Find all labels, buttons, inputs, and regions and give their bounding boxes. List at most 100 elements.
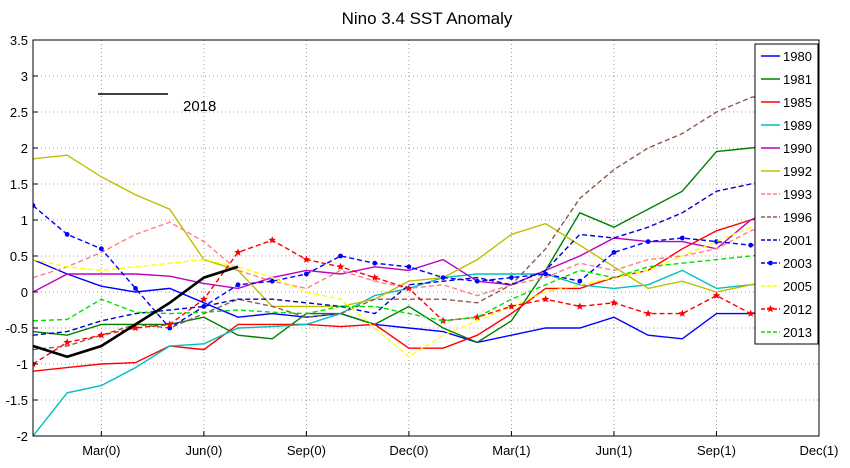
legend-item-2005: 2005 bbox=[761, 279, 812, 294]
legend: 1980 1981 1985 1989 1990 1992 1993 1996 2001 2003… bbox=[754, 43, 819, 345]
series-line-2012 bbox=[33, 239, 819, 365]
point-2012 bbox=[165, 320, 174, 328]
series-2001 bbox=[33, 168, 819, 336]
legend-item-2001: 2001 bbox=[761, 233, 812, 248]
legend-item-1993: 1993 bbox=[761, 187, 812, 202]
point-2012 bbox=[576, 302, 584, 310]
series-line-2003 bbox=[33, 205, 819, 329]
series-group bbox=[33, 82, 819, 436]
point-2003 bbox=[64, 232, 70, 237]
legend-item-2012: 2012 bbox=[761, 302, 812, 317]
point-2012 bbox=[268, 236, 276, 244]
grid bbox=[33, 39, 820, 437]
annotation-2018: 2018 bbox=[98, 93, 216, 115]
point-2003 bbox=[269, 278, 275, 284]
point-2003 bbox=[679, 235, 685, 241]
point-2003 bbox=[577, 278, 583, 284]
x-tick-label-mar-1: Mar(1) bbox=[492, 443, 530, 458]
point-2012 bbox=[131, 324, 140, 332]
legend-item-1996: 1996 bbox=[761, 210, 812, 225]
legend-label-1981: 1981 bbox=[783, 72, 812, 87]
legend-label-1992: 1992 bbox=[783, 164, 812, 179]
point-2003 bbox=[440, 275, 446, 280]
series-1996 bbox=[33, 82, 819, 351]
x-tick-label-sep-0: Sep(0) bbox=[287, 443, 326, 458]
y-tick-label: 2 bbox=[21, 141, 28, 156]
legend-label-1993: 1993 bbox=[783, 187, 812, 202]
point-2003 bbox=[543, 271, 549, 277]
y-tick-label: 3.5 bbox=[10, 33, 28, 48]
point-2012 bbox=[541, 295, 550, 303]
x-tick-label-jun-0: Jun(0) bbox=[185, 443, 222, 458]
legend-label-2003: 2003 bbox=[783, 256, 812, 271]
y-tick-label: -1.5 bbox=[6, 393, 28, 408]
series-line-1996 bbox=[33, 82, 819, 351]
point-2003 bbox=[748, 242, 754, 248]
series-2013 bbox=[33, 248, 819, 322]
legend-box bbox=[754, 43, 819, 345]
series-line-2005 bbox=[33, 212, 819, 358]
legend-item-1992: 1992 bbox=[761, 164, 812, 179]
legend-item-1990: 1990 bbox=[761, 141, 812, 156]
point-2003 bbox=[509, 275, 514, 280]
x-tick-label-mar-0: Mar(0) bbox=[82, 443, 120, 458]
legend-label-1996: 1996 bbox=[783, 210, 812, 225]
legend-label-1985: 1985 bbox=[783, 95, 812, 110]
annotation-2018-label: 2018 bbox=[183, 98, 216, 115]
legend-item-2003: 2003 bbox=[761, 256, 812, 271]
y-tick-label: -2 bbox=[16, 429, 28, 444]
x-tick-label-dec-1: Dec(1) bbox=[799, 443, 838, 458]
y-tick-label: -1 bbox=[16, 357, 28, 372]
x-tick-label-dec-0: Dec(0) bbox=[389, 443, 428, 458]
series-2012 bbox=[33, 236, 819, 368]
series-1980 bbox=[33, 258, 819, 344]
series-line-2013 bbox=[33, 248, 819, 322]
point-2012 bbox=[370, 273, 379, 281]
point-2012 bbox=[234, 248, 242, 256]
series-line-1993 bbox=[33, 212, 819, 297]
point-2012 bbox=[97, 331, 106, 339]
point-2003 bbox=[201, 304, 207, 309]
legend-label-1980: 1980 bbox=[783, 49, 812, 64]
legend-label-1990: 1990 bbox=[783, 141, 812, 156]
point-2012 bbox=[63, 338, 71, 346]
chart-title: Nino 3.4 SST Anomaly bbox=[342, 9, 513, 28]
series-2005 bbox=[33, 212, 819, 358]
series-1992 bbox=[33, 154, 819, 308]
series-line-1990 bbox=[33, 197, 819, 293]
series-1993 bbox=[33, 212, 819, 297]
point-2003 bbox=[611, 250, 617, 255]
point-2012 bbox=[473, 313, 482, 321]
point-2012 bbox=[644, 309, 652, 317]
legend-marker-2003 bbox=[768, 260, 773, 266]
point-2003 bbox=[98, 246, 104, 252]
y-tick-label: 1.5 bbox=[10, 177, 28, 192]
series-line-1985 bbox=[33, 204, 819, 372]
series-1989 bbox=[33, 269, 819, 436]
point-2003 bbox=[235, 282, 241, 288]
point-2012 bbox=[507, 302, 516, 310]
point-2012 bbox=[712, 291, 721, 299]
series-line-1980 bbox=[33, 258, 819, 344]
y-tick-label: 2.5 bbox=[10, 105, 28, 120]
legend-item-2013: 2013 bbox=[761, 325, 812, 340]
legend-label-2005: 2005 bbox=[783, 279, 812, 294]
point-2012 bbox=[746, 309, 755, 317]
y-tick-label: 0.5 bbox=[10, 249, 28, 264]
y-tick-label: -0.5 bbox=[6, 321, 28, 336]
legend-item-1989: 1989 bbox=[761, 118, 812, 133]
legend-item-1980: 1980 bbox=[761, 49, 812, 64]
point-2012 bbox=[302, 255, 311, 263]
legend-label-2001: 2001 bbox=[783, 233, 812, 248]
x-tick-label-sep-1: Sep(1) bbox=[697, 443, 736, 458]
point-2003 bbox=[338, 253, 343, 259]
legend-item-1981: 1981 bbox=[761, 72, 812, 87]
legend-label-1989: 1989 bbox=[783, 118, 812, 133]
legend-label-2013: 2013 bbox=[783, 325, 812, 340]
series-1985 bbox=[33, 204, 819, 372]
series-2003 bbox=[33, 203, 819, 331]
point-2003 bbox=[645, 239, 651, 245]
y-tick-label: 3 bbox=[21, 69, 28, 84]
x-tick-label-jun-1: Jun(1) bbox=[596, 443, 633, 458]
